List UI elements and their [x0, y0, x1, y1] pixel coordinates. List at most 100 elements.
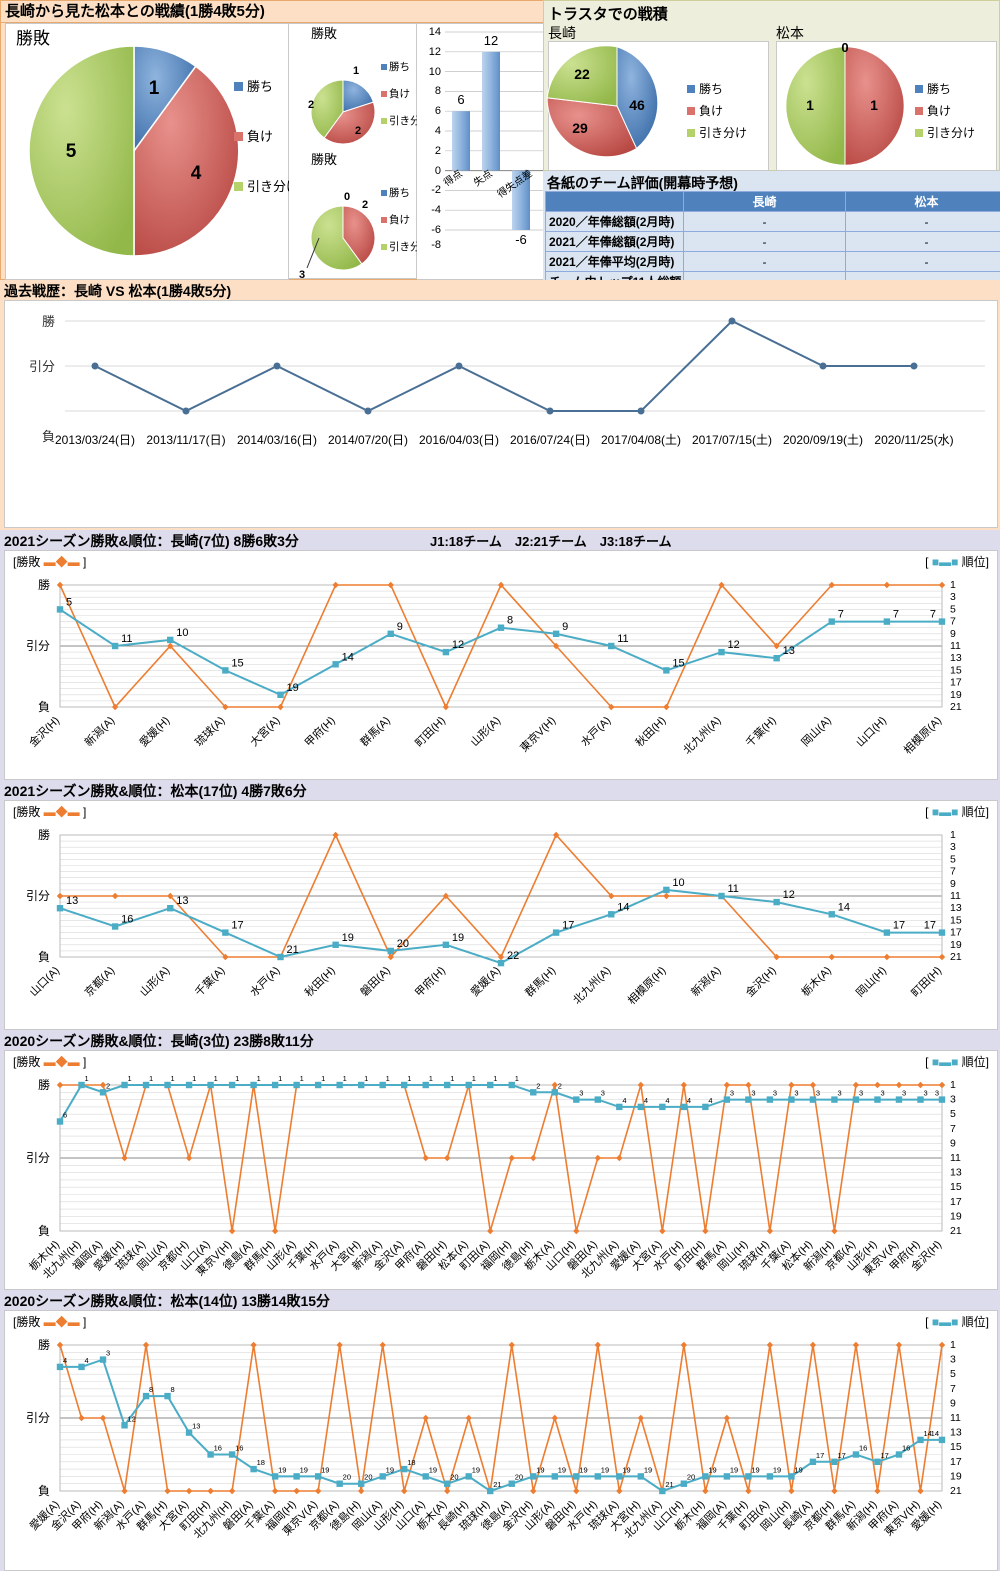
svg-text:13: 13 [176, 895, 188, 907]
svg-text:17: 17 [950, 677, 962, 689]
svg-text:2020/09/19(土): 2020/09/19(土) [783, 433, 863, 447]
svg-text:愛媛(H): 愛媛(H) [136, 713, 172, 749]
svg-text:2: 2 [308, 99, 314, 111]
svg-text:負: 負 [42, 429, 55, 444]
svg-text:1: 1 [343, 1074, 347, 1083]
svg-text:2: 2 [435, 145, 441, 157]
svg-text:20: 20 [450, 1473, 458, 1482]
svg-text:19: 19 [558, 1465, 566, 1474]
svg-text:2013/03/24(日): 2013/03/24(日) [55, 433, 135, 447]
svg-text:14: 14 [931, 1429, 939, 1438]
svg-text:19: 19 [300, 1465, 308, 1474]
svg-text:1: 1 [128, 1074, 132, 1083]
svg-text:1: 1 [85, 1074, 89, 1083]
svg-text:9: 9 [950, 878, 956, 890]
svg-text:10: 10 [429, 66, 441, 78]
svg-text:1: 1 [171, 1074, 175, 1083]
svg-text:8: 8 [507, 615, 513, 627]
svg-text:勝: 勝 [38, 577, 50, 592]
svg-text:引き分け: 引き分け [699, 126, 747, 140]
svg-text:21: 21 [950, 1225, 962, 1237]
svg-text:山形(A): 山形(A) [137, 964, 172, 999]
svg-text:2014/07/20(日): 2014/07/20(日) [328, 433, 408, 447]
svg-text:20: 20 [364, 1473, 372, 1482]
svg-text:2020/11/25(水): 2020/11/25(水) [874, 433, 953, 447]
svg-text:19: 19 [342, 932, 354, 944]
svg-text:20: 20 [687, 1473, 695, 1482]
svg-text:1: 1 [870, 97, 878, 113]
svg-text:21: 21 [665, 1480, 673, 1489]
svg-text:1: 1 [429, 1074, 433, 1083]
svg-text:17: 17 [950, 1196, 962, 1208]
svg-text:17: 17 [950, 1456, 962, 1468]
svg-text:6: 6 [435, 105, 441, 117]
svg-text:北九州(A): 北九州(A) [570, 964, 613, 1007]
svg-text:2: 2 [558, 1081, 562, 1090]
svg-text:17: 17 [231, 920, 243, 932]
svg-text:1: 1 [149, 78, 160, 99]
svg-text:4: 4 [191, 163, 202, 184]
svg-text:13: 13 [950, 1167, 962, 1179]
svg-text:3: 3 [923, 1089, 927, 1098]
svg-text:岡山(H): 岡山(H) [853, 964, 889, 1000]
svg-text:山形(A): 山形(A) [468, 714, 503, 749]
svg-text:16: 16 [235, 1444, 243, 1453]
svg-text:水戸(A): 水戸(A) [578, 714, 613, 749]
svg-text:7: 7 [930, 609, 936, 621]
svg-text:勝: 勝 [38, 1077, 50, 1092]
svg-text:勝ち: 勝ち [927, 81, 951, 96]
svg-text:1: 1 [450, 1074, 454, 1083]
svg-text:3: 3 [794, 1089, 798, 1098]
svg-text:磐田(A): 磐田(A) [357, 963, 393, 999]
svg-text:3: 3 [950, 1094, 956, 1106]
svg-text:3: 3 [816, 1089, 820, 1098]
svg-text:15: 15 [950, 914, 962, 926]
svg-text:19: 19 [950, 689, 962, 701]
svg-text:-6: -6 [515, 232, 527, 247]
svg-text:17: 17 [924, 920, 936, 932]
svg-text:29: 29 [572, 120, 588, 136]
svg-text:引分: 引分 [26, 1151, 50, 1165]
svg-text:4: 4 [665, 1096, 669, 1105]
svg-text:3: 3 [106, 1349, 110, 1358]
svg-text:18: 18 [257, 1458, 265, 1467]
svg-text:負け: 負け [927, 104, 951, 118]
svg-text:13: 13 [192, 1422, 200, 1431]
svg-text:1: 1 [192, 1074, 196, 1083]
svg-text:7: 7 [893, 609, 899, 621]
svg-text:19: 19 [386, 1465, 394, 1474]
svg-text:15: 15 [950, 1181, 962, 1193]
svg-text:15: 15 [950, 664, 962, 676]
svg-text:1: 1 [364, 1074, 368, 1083]
svg-text:1: 1 [515, 1074, 519, 1083]
svg-text:7: 7 [950, 616, 956, 628]
svg-text:14: 14 [838, 901, 850, 913]
svg-text:1: 1 [257, 1074, 261, 1083]
svg-text:5: 5 [950, 1108, 956, 1120]
svg-text:12: 12 [728, 639, 740, 651]
svg-text:1: 1 [493, 1074, 497, 1083]
svg-text:0: 0 [841, 40, 848, 55]
svg-text:19: 19 [950, 1470, 962, 1482]
svg-text:11: 11 [950, 1152, 961, 1164]
svg-text:負: 負 [38, 950, 50, 964]
svg-text:11: 11 [950, 640, 961, 652]
svg-text:3: 3 [773, 1089, 777, 1098]
svg-text:7: 7 [950, 866, 956, 878]
svg-text:秋田(H): 秋田(H) [632, 713, 668, 749]
svg-text:大宮(A): 大宮(A) [247, 713, 283, 749]
svg-text:0: 0 [435, 165, 441, 177]
svg-text:13: 13 [950, 652, 962, 664]
svg-text:12: 12 [452, 639, 464, 651]
svg-text:21: 21 [950, 951, 962, 963]
svg-text:1: 1 [806, 97, 814, 113]
svg-text:13: 13 [66, 895, 78, 907]
svg-text:京都(A): 京都(A) [81, 963, 117, 999]
svg-text:8: 8 [149, 1385, 153, 1394]
svg-text:4: 4 [644, 1096, 648, 1105]
svg-text:山口(A): 山口(A) [27, 964, 62, 999]
svg-text:0: 0 [344, 191, 350, 203]
svg-text:勝ち: 勝ち [699, 81, 723, 96]
svg-text:引分: 引分 [26, 639, 50, 653]
svg-text:2016/07/24(日): 2016/07/24(日) [510, 433, 590, 447]
